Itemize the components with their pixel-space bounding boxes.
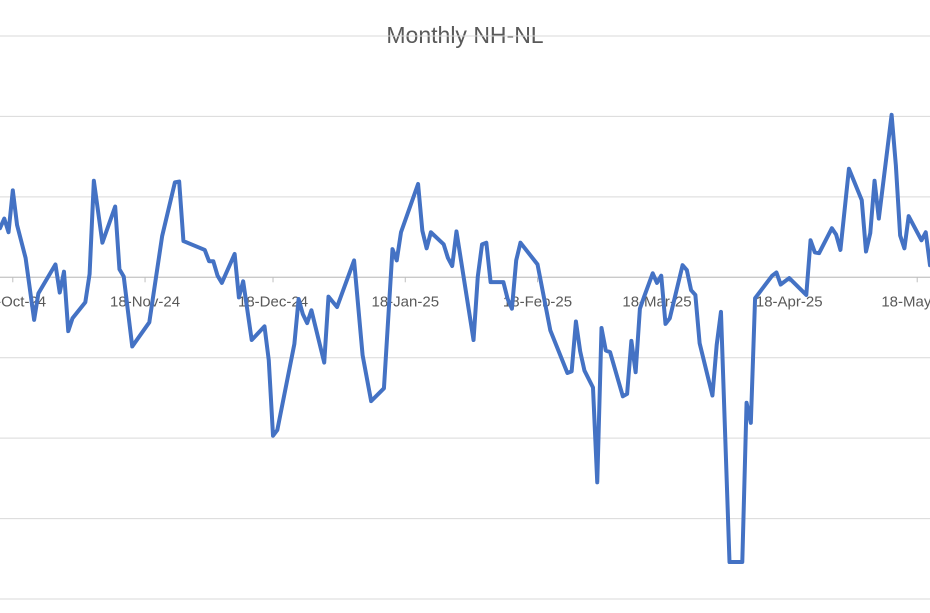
- chart-title: Monthly NH-NL: [386, 22, 543, 48]
- x-tick-label: 18-Dec-24: [238, 293, 308, 310]
- x-tick-label: 18-May-25: [881, 293, 930, 310]
- x-tick-label: 18-Mar-25: [622, 293, 691, 310]
- x-tick-label: 18-Jan-25: [372, 293, 440, 310]
- data-line: [0, 112, 930, 564]
- x-tick-label: 18-Nov-24: [110, 293, 180, 310]
- grid: [0, 35, 930, 600]
- x-tick-label: 18-Feb-25: [503, 293, 572, 310]
- x-tick-label: 18-Apr-25: [756, 293, 823, 310]
